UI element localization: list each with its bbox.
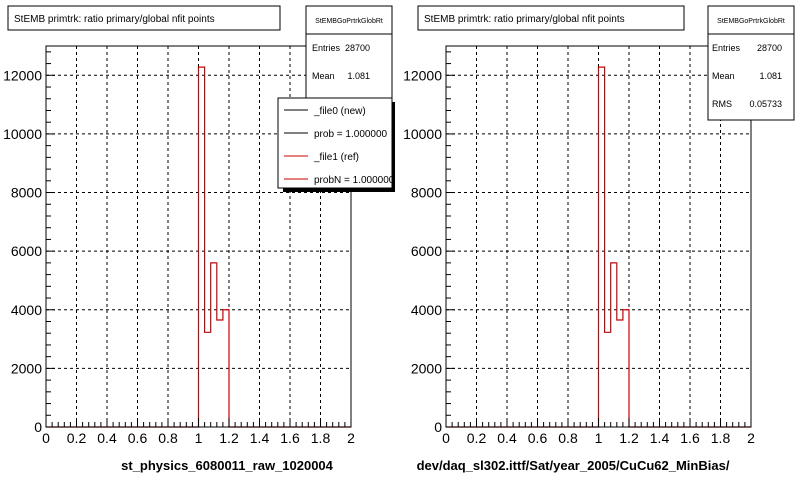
left-mean-value: 1.081: [347, 71, 370, 81]
y-tick-label: 12000: [3, 67, 42, 83]
x-tick-label: 0: [442, 430, 450, 446]
x-tick-label: 1.2: [219, 430, 239, 446]
x-tick-label: 1.4: [650, 430, 670, 446]
left-title-box: [7, 5, 281, 31]
x-tick-label: 2: [347, 430, 355, 446]
right-rms-value: 0.05733: [749, 99, 782, 109]
y-tick-label: 2000: [411, 360, 442, 376]
right-entries-label: Entries: [712, 43, 741, 53]
histogram-bin: [623, 310, 629, 427]
right-mean-value: 1.081: [759, 71, 782, 81]
x-tick-label: 1: [595, 430, 603, 446]
left-mean-label: Mean: [312, 71, 335, 81]
x-tick-label: 0.6: [528, 430, 548, 446]
histogram-bin: [211, 263, 217, 427]
histogram-bin: [599, 67, 605, 427]
histogram-ref-line: [446, 66, 751, 428]
left-entries-label: Entries: [312, 43, 341, 53]
right-title: StEMB primtrk: ratio primary/global nfit…: [424, 14, 625, 25]
right-stats-title: StEMBGoPrtrkGlobRt: [717, 18, 785, 25]
x-tick-label: 0.8: [158, 430, 178, 446]
x-tick-label: 1.8: [311, 430, 331, 446]
right-title-box: [417, 5, 685, 31]
x-tick-label: 1: [195, 430, 203, 446]
y-tick-label: 8000: [411, 185, 442, 201]
y-tick-label: 4000: [11, 302, 42, 318]
x-tick-label: 0: [42, 430, 50, 446]
x-tick-label: 0.2: [67, 430, 87, 446]
panel-left: StEMB primtrk: ratio primary/global nfit…: [3, 5, 395, 473]
left-legend: _file0 (new) prob = 1.000000 _file1 (ref…: [277, 97, 395, 192]
y-tick-label: 8000: [11, 185, 42, 201]
legend-label-probn: probN = 1.000000: [314, 175, 395, 186]
y-tick-label: 0: [434, 419, 442, 435]
x-tick-label: 0.8: [558, 430, 578, 446]
y-tick-label: 10000: [3, 126, 42, 142]
right-entries-value: 28700: [757, 43, 782, 53]
panel-right: StEMB primtrk: ratio primary/global nfit…: [403, 5, 795, 473]
x-tick-label: 0.4: [97, 430, 117, 446]
left-xlabel: st_physics_6080011_raw_1020004: [121, 458, 334, 473]
x-tick-label: 1.6: [280, 430, 300, 446]
y-tick-label: 10000: [403, 126, 442, 142]
x-tick-label: 1.6: [680, 430, 700, 446]
x-tick-label: 1.8: [711, 430, 731, 446]
y-tick-label: 2000: [11, 360, 42, 376]
x-tick-label: 2: [747, 430, 755, 446]
left-title: StEMB primtrk: ratio primary/global nfit…: [14, 14, 215, 25]
left-stats-title: StEMBGoPrtrkGlobRt: [315, 18, 383, 25]
histogram-bin: [217, 320, 223, 427]
x-tick-label: 0.6: [128, 430, 148, 446]
x-tick-label: 0.4: [497, 430, 517, 446]
y-tick-label: 4000: [411, 302, 442, 318]
legend-label-ref: _file1 (ref): [313, 152, 359, 163]
histogram-bin: [223, 310, 229, 427]
y-tick-label: 12000: [403, 67, 442, 83]
histogram-bin: [611, 263, 617, 427]
right-plot: 0 0.2 0.4 0.6 0.8 1 1.2 1.4 1.6 1.8 2 0 2000 4000 6000…: [403, 45, 755, 446]
x-tick-label: 0.2: [467, 430, 487, 446]
right-rms-label: RMS: [712, 99, 732, 109]
left-plot: 0 0.2 0.4 0.6 0.8 1 1.2 1.4 1.6 1.8 2 0 2000 4000 6000…: [3, 45, 355, 446]
right-stats-box: [707, 5, 795, 121]
histogram-ref-line: [46, 66, 351, 428]
legend-label-prob: prob = 1.000000: [314, 129, 388, 140]
left-stats-box: [305, 5, 393, 101]
left-legend-box: [277, 97, 393, 189]
y-tick-label: 6000: [11, 243, 42, 259]
histogram-bin: [617, 320, 623, 427]
histogram-bin: [205, 332, 211, 427]
y-tick-label: 0: [34, 419, 42, 435]
legend-label-new: _file0 (new): [313, 106, 366, 117]
x-tick-label: 1.2: [619, 430, 639, 446]
right-mean-label: Mean: [712, 71, 735, 81]
histogram-bin: [199, 67, 205, 427]
left-entries-value: 28700: [345, 43, 370, 53]
histogram-bin: [605, 332, 611, 427]
right-xlabel: dev/daq_sl302.ittf/Sat/year_2005/CuCu62_…: [417, 458, 730, 473]
x-tick-label: 1.4: [250, 430, 270, 446]
y-tick-label: 6000: [411, 243, 442, 259]
